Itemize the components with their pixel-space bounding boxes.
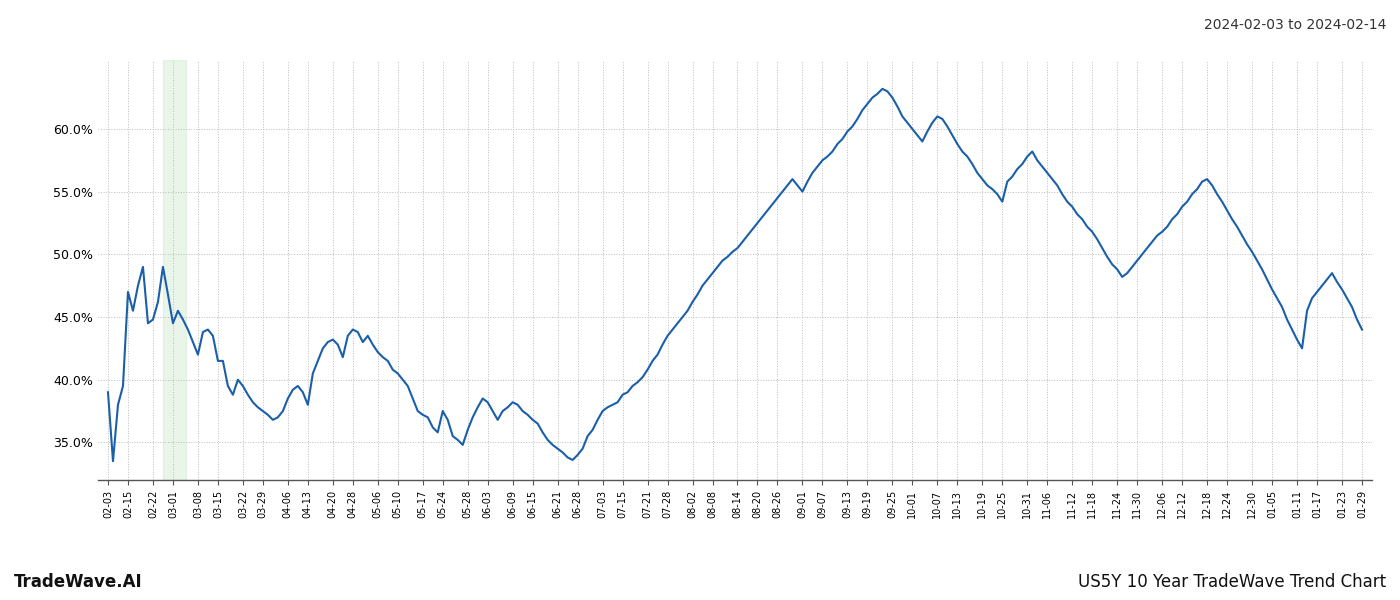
Text: TradeWave.AI: TradeWave.AI bbox=[14, 573, 143, 591]
Text: 2024-02-03 to 2024-02-14: 2024-02-03 to 2024-02-14 bbox=[1204, 18, 1386, 32]
Bar bbox=[164, 60, 186, 480]
Text: US5Y 10 Year TradeWave Trend Chart: US5Y 10 Year TradeWave Trend Chart bbox=[1078, 573, 1386, 591]
